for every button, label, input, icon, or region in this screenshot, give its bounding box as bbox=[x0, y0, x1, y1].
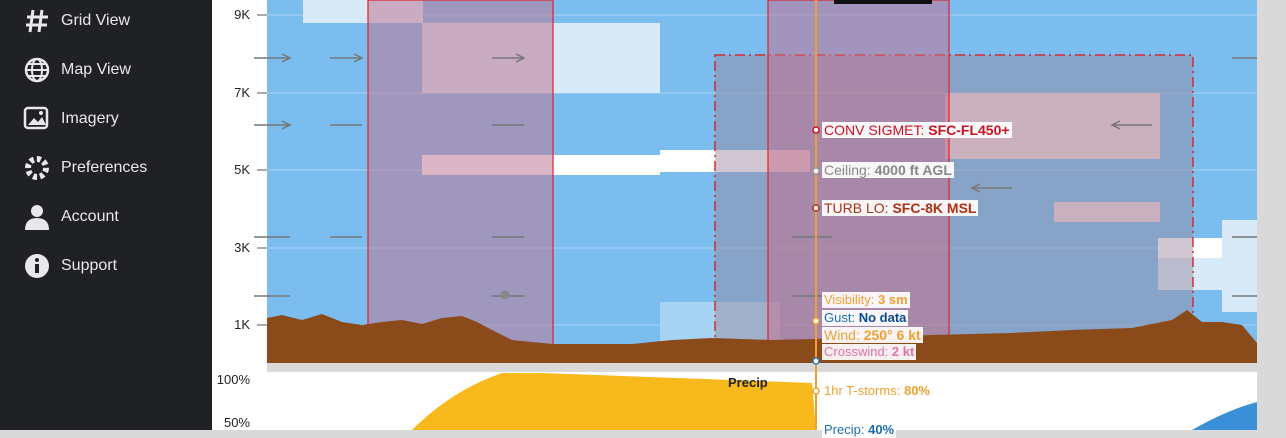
precip-title: Precip bbox=[728, 375, 768, 390]
menu-item[interactable]: Grid View bbox=[22, 6, 130, 36]
y-label: 100% bbox=[216, 372, 250, 387]
readout-label: TURB LO: bbox=[824, 200, 889, 216]
readout-value: 4000 ft AGL bbox=[874, 162, 952, 178]
readout: Wind: 250° 6 kt bbox=[822, 327, 923, 343]
profile-graphic bbox=[212, 0, 1286, 430]
readout: Crosswind: 2 kt bbox=[822, 344, 917, 360]
y-label: 3K bbox=[234, 240, 250, 255]
sidebar: Grid View Map View Imagery Preferences A… bbox=[0, 0, 212, 430]
readout: Precip: 40% bbox=[822, 422, 897, 438]
menu-item[interactable]: Support bbox=[22, 251, 117, 281]
readout-label: Crosswind: bbox=[824, 344, 889, 359]
readout: TURB LO: SFC-8K MSL bbox=[822, 200, 979, 216]
readout: Gust: No data bbox=[822, 310, 909, 326]
readout: Visibility: 3 sm bbox=[822, 292, 910, 308]
readout-value: 250° 6 kt bbox=[863, 327, 921, 343]
readout: 1hr T-storms: 80% bbox=[822, 383, 932, 399]
menu-label: Map View bbox=[61, 61, 131, 78]
readout-value: 3 sm bbox=[877, 292, 908, 307]
menu-item[interactable]: Account bbox=[22, 202, 119, 232]
menu-item[interactable]: Preferences bbox=[22, 153, 147, 183]
readout-label: CONV SIGMET: bbox=[824, 122, 925, 138]
readout-label: 1hr T-storms: bbox=[824, 383, 901, 398]
menu-item[interactable]: Map View bbox=[22, 55, 131, 85]
readout-label: Visibility: bbox=[824, 292, 875, 307]
menu-label: Imagery bbox=[61, 110, 119, 127]
menu-label: Account bbox=[61, 208, 119, 225]
menu-item[interactable]: Imagery bbox=[22, 104, 119, 134]
readout-value: SFC-8K MSL bbox=[892, 200, 977, 216]
readout-value: 2 kt bbox=[891, 344, 915, 359]
readout-value: 80% bbox=[903, 383, 930, 398]
menu-label: Grid View bbox=[61, 12, 131, 29]
readout: CONV SIGMET: SFC-FL450+ bbox=[822, 122, 1012, 138]
y-label: 9K bbox=[234, 7, 250, 22]
readout-value: SFC-FL450+ bbox=[928, 122, 1010, 138]
menu-label: Preferences bbox=[61, 159, 148, 176]
readout-value: No data bbox=[858, 310, 907, 325]
readout-label: Ceiling: bbox=[824, 162, 871, 178]
y-label: 5K bbox=[234, 162, 250, 177]
y-label: 50% bbox=[223, 415, 250, 430]
readout-label: Gust: bbox=[824, 310, 856, 325]
menu-label: Support bbox=[61, 257, 118, 274]
y-label: 1K bbox=[234, 317, 250, 332]
y-label: 7K bbox=[234, 85, 250, 100]
readout: Ceiling: 4000 ft AGL bbox=[822, 162, 954, 178]
readout-label: Wind: bbox=[824, 327, 860, 343]
